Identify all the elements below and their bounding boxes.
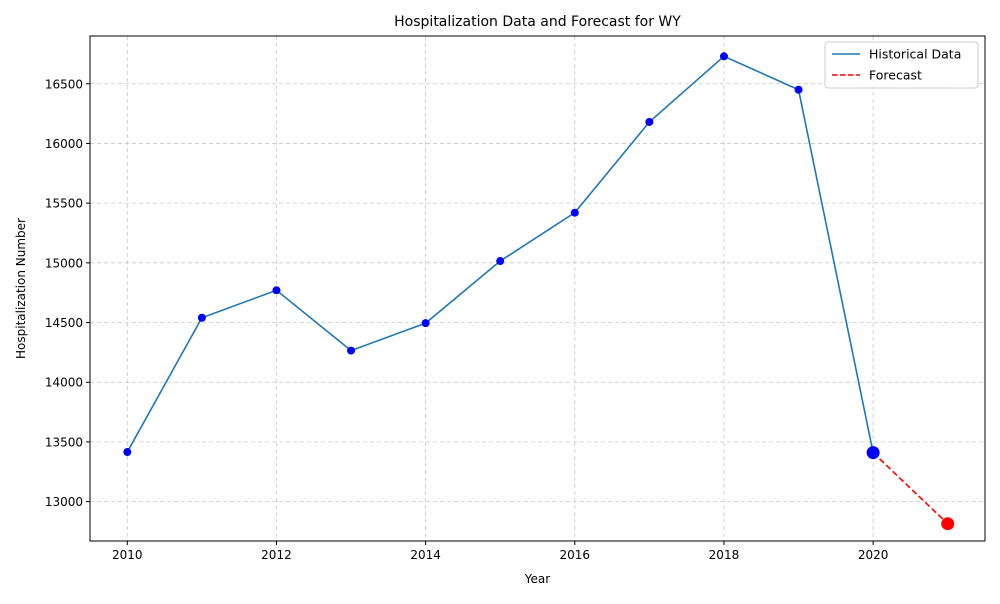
historical-data-point	[347, 346, 356, 355]
x-tick-label: 2012	[261, 548, 292, 562]
historical-data-point	[272, 286, 281, 295]
historical-data-point	[123, 448, 132, 457]
historical-data-point	[496, 257, 505, 266]
forecast-point	[941, 517, 955, 531]
historical-data-point	[719, 52, 728, 61]
x-tick-label: 2020	[858, 548, 889, 562]
plot-area	[90, 36, 985, 541]
y-tick-label: 16000	[45, 137, 83, 151]
y-axis-label: Hospitalization Number	[14, 218, 28, 359]
plot-frame	[89, 35, 986, 542]
legend-box	[824, 41, 979, 89]
legend: Historical Data Forecast	[824, 41, 979, 89]
x-tick-label: 2010	[112, 548, 143, 562]
x-axis-ticks: 2010 2012 2014 2016 2018 2020	[112, 541, 888, 562]
y-axis-ticks: 13000 13500 14000 14500 15000 15500 16000 16500	[45, 77, 90, 509]
y-tick-label: 15000	[45, 256, 83, 270]
y-tick-label: 14000	[45, 376, 83, 390]
x-axis-label: Year	[524, 572, 550, 586]
chart-title: Hospitalization Data and Forecast for WY	[394, 14, 681, 30]
y-tick-label: 14500	[45, 316, 83, 330]
y-tick-label: 16500	[45, 77, 83, 91]
x-tick-label: 2014	[410, 548, 441, 562]
historical-data-point	[794, 85, 803, 94]
legend-label-historical: Historical Data	[869, 47, 961, 62]
historical-data-point	[421, 319, 430, 328]
marker-layer	[123, 52, 955, 531]
x-tick-label: 2018	[709, 548, 740, 562]
y-tick-label: 13500	[45, 435, 83, 449]
y-tick-label: 15500	[45, 197, 83, 211]
historical-data-point	[645, 117, 654, 126]
x-tick-label: 2016	[560, 548, 591, 562]
historical-data-point	[197, 313, 206, 322]
legend-label-forecast: Forecast	[869, 68, 922, 83]
historical-data-point	[570, 208, 579, 217]
last-actual-point	[866, 446, 880, 460]
y-tick-label: 13000	[45, 495, 83, 509]
forecast-line	[872, 452, 949, 525]
